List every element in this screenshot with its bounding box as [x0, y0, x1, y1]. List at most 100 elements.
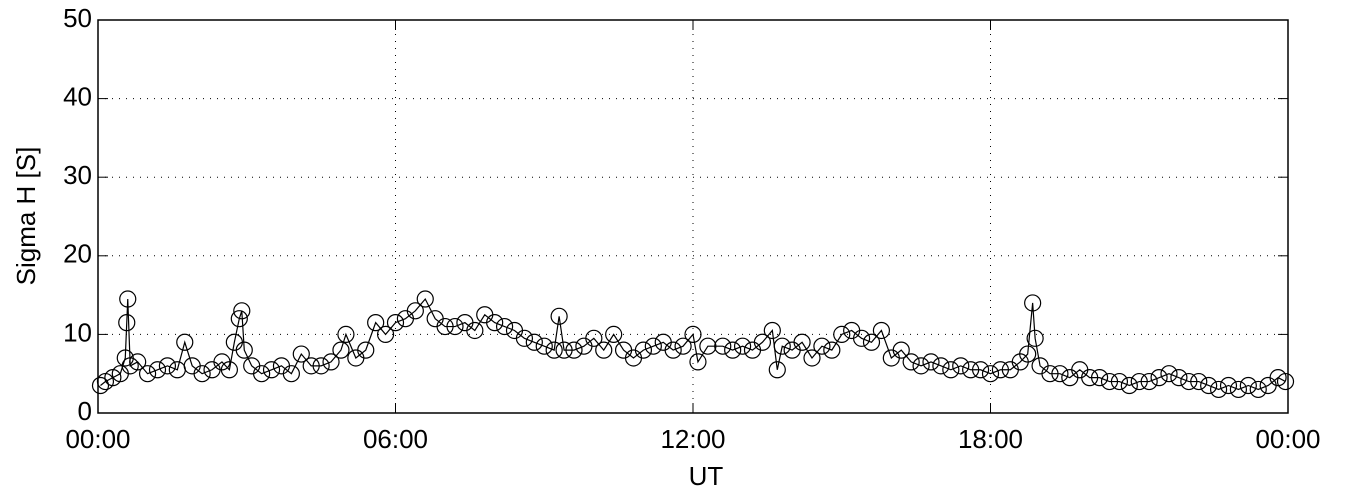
data-point	[486, 314, 504, 332]
data-point	[158, 357, 177, 375]
plot-frame	[97, 19, 1289, 414]
data-line	[100, 297, 1286, 391]
data-point	[833, 325, 851, 343]
data-point	[1150, 369, 1168, 387]
data-point	[1160, 365, 1178, 383]
data-point	[129, 353, 147, 371]
data-point	[684, 325, 702, 343]
data-point	[981, 365, 1000, 383]
data-point	[852, 329, 871, 347]
data-point	[446, 317, 464, 336]
data-point	[664, 341, 682, 359]
data-point	[644, 337, 662, 355]
data-point	[952, 357, 970, 375]
data-point	[535, 337, 553, 355]
data-point	[1209, 380, 1228, 399]
data-point	[1041, 365, 1059, 383]
data-point	[176, 333, 194, 351]
data-point	[714, 337, 732, 355]
data-point	[922, 353, 940, 371]
data-point	[689, 353, 707, 371]
data-point	[699, 337, 717, 355]
data-point	[1229, 380, 1248, 399]
data-point	[416, 290, 434, 308]
data-point	[302, 357, 320, 375]
data-point	[357, 341, 375, 359]
data-point	[803, 349, 821, 367]
data-point	[674, 337, 692, 355]
data-point	[386, 314, 405, 332]
data-point	[220, 361, 238, 379]
data-point	[367, 314, 385, 332]
y-axis-label: Sigma H [S]	[11, 147, 41, 286]
data-point	[1249, 380, 1267, 399]
data-point	[119, 290, 137, 308]
x-tick-label: 12:00	[660, 424, 725, 454]
data-point	[1219, 376, 1238, 395]
data-point	[768, 361, 786, 379]
x-tick-label: 06:00	[363, 424, 428, 454]
data-point	[292, 345, 310, 363]
data-point	[233, 302, 251, 320]
data-point	[1170, 369, 1188, 387]
data-point	[962, 361, 980, 379]
data-point	[550, 307, 568, 325]
data-point	[862, 333, 881, 351]
x-axis-label: UT	[689, 461, 724, 491]
data-point	[773, 337, 791, 355]
data-point	[555, 341, 573, 359]
data-point	[634, 341, 653, 359]
data-point	[1190, 372, 1208, 391]
y-tick-label: 20	[63, 239, 92, 269]
data-point	[1239, 376, 1257, 395]
y-tick-label: 30	[63, 160, 92, 190]
data-point	[235, 341, 253, 359]
data-point	[872, 321, 891, 340]
data-point	[312, 357, 330, 375]
data-point	[1130, 372, 1148, 391]
data-point	[585, 329, 603, 347]
data-point	[322, 353, 340, 371]
data-point	[1024, 294, 1042, 312]
data-point	[332, 341, 350, 359]
data-point	[253, 365, 271, 383]
data-point	[1140, 372, 1158, 391]
data-point	[1180, 372, 1198, 391]
x-tick-label: 00:00	[65, 424, 130, 454]
data-point	[971, 361, 990, 379]
data-point	[763, 321, 781, 340]
data-point	[91, 376, 110, 395]
data-point	[230, 310, 248, 328]
data-point	[282, 365, 300, 383]
data-point	[1120, 376, 1138, 395]
data-point	[1276, 372, 1295, 391]
data-point	[1081, 369, 1099, 387]
data-point	[793, 333, 811, 351]
data-point	[1200, 376, 1218, 395]
data-point	[902, 353, 920, 371]
data-point	[466, 321, 484, 340]
data-point	[515, 329, 534, 347]
y-tick-label: 10	[63, 317, 92, 347]
x-tick-label: 00:00	[1255, 424, 1320, 454]
data-point	[991, 361, 1010, 379]
data-point	[495, 317, 514, 336]
data-point	[892, 341, 910, 359]
data-point	[193, 365, 211, 383]
data-point	[1019, 345, 1037, 363]
data-point	[942, 361, 960, 379]
data-point	[724, 341, 742, 359]
data-point	[813, 337, 831, 355]
data-point	[118, 314, 136, 332]
data-point	[605, 325, 623, 343]
data-point	[262, 361, 281, 379]
data-point	[823, 341, 841, 359]
data-point	[912, 357, 930, 375]
data-point	[1100, 372, 1119, 391]
data-point	[148, 361, 167, 379]
data-point	[595, 341, 613, 359]
data-point	[436, 317, 454, 336]
data-point	[138, 365, 157, 383]
